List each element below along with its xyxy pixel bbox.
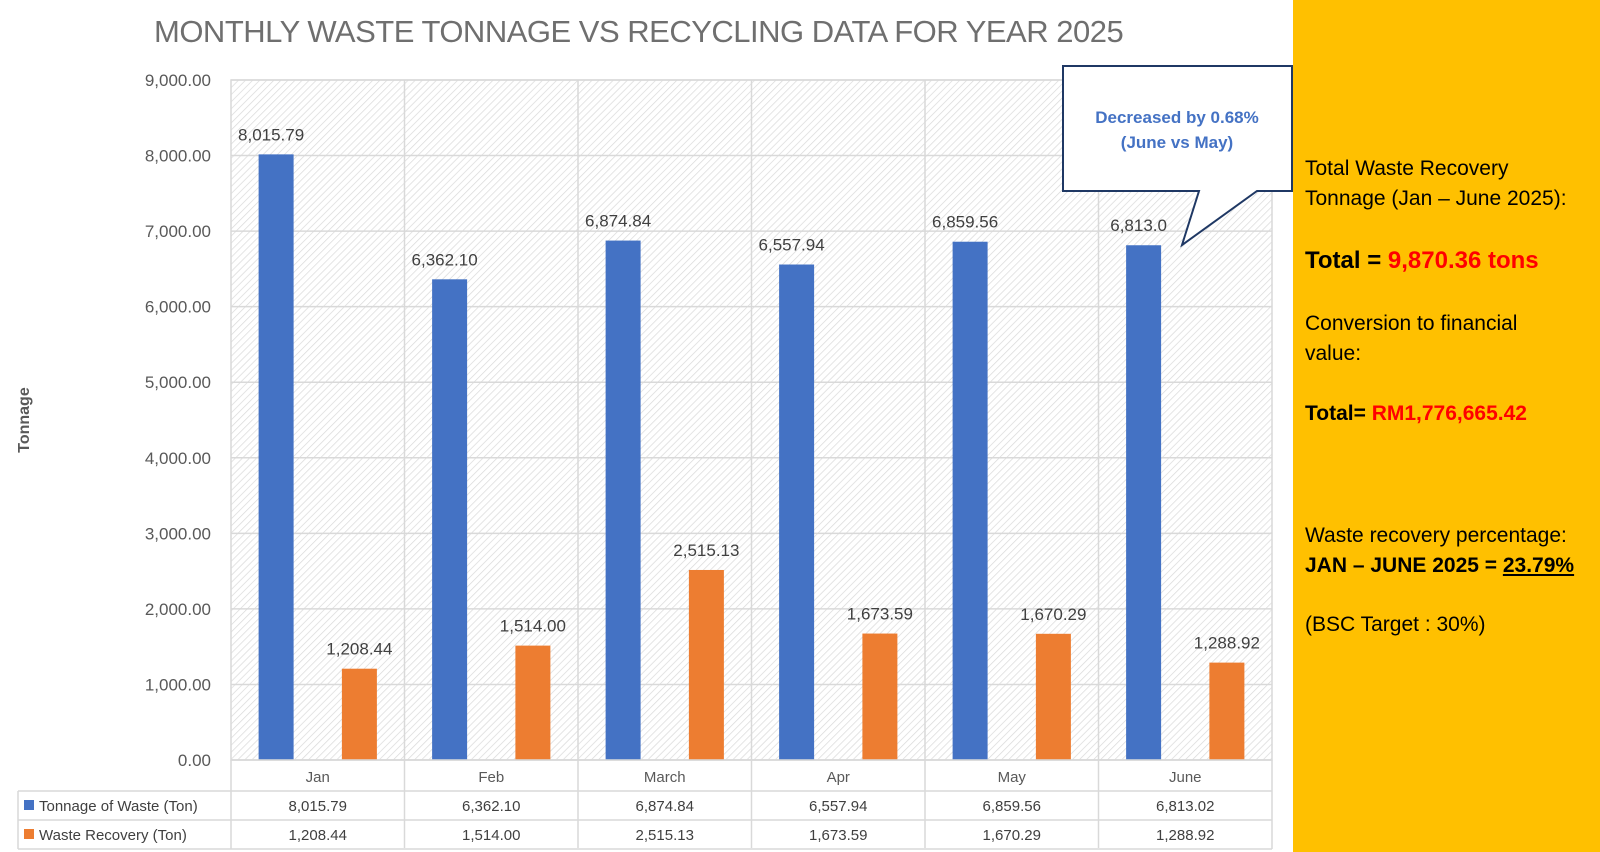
bar-recovery	[1209, 662, 1245, 760]
bsc-target: (BSC Target : 30%)	[1305, 613, 1486, 636]
data-label: 6,813.0	[1110, 216, 1167, 235]
financial-total-label: Total=	[1305, 402, 1372, 425]
table-cell: 1,670.29	[983, 827, 1041, 844]
table-cell: 6,874.84	[636, 798, 694, 815]
bar-tonnage	[605, 240, 641, 761]
table-cell: 6,557.94	[809, 798, 867, 815]
bar-tonnage	[1126, 245, 1162, 760]
total-recovery-label: Total =	[1305, 247, 1388, 274]
y-tick-label: 4,000.00	[145, 449, 211, 468]
recovery-heading-line-2: Tonnage (Jan – June 2025):	[1305, 187, 1567, 210]
y-tick-label: 3,000.00	[145, 524, 211, 543]
y-tick-label: 1,000.00	[145, 675, 211, 694]
gridlines	[231, 79, 1272, 848]
x-tick-label: Apr	[827, 769, 850, 786]
financial-total: Total= RM1,776,665.42	[1305, 399, 1527, 429]
percentage-label: JAN – JUNE 2025 =	[1305, 554, 1503, 577]
data-label: 8,015.79	[238, 125, 304, 144]
data-label: 6,557.94	[759, 236, 825, 255]
callout-line-1: Decreased by 0.68%	[1095, 108, 1259, 127]
x-tick-label: May	[998, 769, 1027, 786]
bar-recovery	[341, 668, 377, 760]
y-tick-label: 8,000.00	[145, 147, 211, 166]
chart-plot: 0.00 1,000.00 2,000.00 3,000.00 4,000.00 5,00…	[17, 71, 1273, 850]
table-cell: 8,015.79	[289, 798, 347, 815]
data-label: 1,670.29	[1020, 605, 1086, 624]
conversion-heading: Conversion to financial value:	[1305, 309, 1517, 369]
table-cell: 2,515.13	[636, 827, 694, 844]
conversion-line-1: Conversion to financial	[1305, 312, 1518, 335]
table-cell: 1,208.44	[289, 827, 347, 844]
total-recovery-value: 9,870.36 tons	[1387, 247, 1539, 274]
data-table: Jan Feb March Apr May June Tonnage of Waste (T…	[17, 759, 1273, 850]
table-cell: 6,813.02	[1156, 798, 1214, 815]
callout-box	[1062, 65, 1293, 248]
callout-line-2: (June vs May)	[1120, 133, 1234, 152]
data-label: 6,362.10	[412, 250, 478, 269]
total-recovery: Total = 9,870.36 tons	[1305, 246, 1539, 276]
recovery-heading: Total Waste Recovery Tonnage (Jan – June…	[1305, 154, 1567, 214]
legend-label: Tonnage of Waste (Ton)	[39, 798, 198, 815]
table-cell: 6,362.10	[462, 798, 520, 815]
data-label: 1,208.44	[326, 640, 392, 659]
recovery-heading-line-1: Total Waste Recovery	[1305, 157, 1509, 180]
y-tick-label: 0.00	[178, 751, 211, 770]
table-cell: 1,288.92	[1156, 827, 1214, 844]
percentage-heading: Waste recovery percentage:	[1305, 524, 1567, 547]
bar-recovery	[688, 569, 724, 760]
bar-tonnage	[258, 154, 294, 760]
y-tick-label: 2,000.00	[145, 600, 211, 619]
financial-total-value: RM1,776,665.42	[1371, 402, 1527, 425]
callout-shape	[1062, 65, 1293, 248]
data-label: 6,859.56	[932, 213, 998, 232]
conversion-line-2: value:	[1305, 342, 1362, 365]
percentage-block: Waste recovery percentage: JAN – JUNE 20…	[1305, 521, 1574, 581]
legend-swatch	[24, 800, 34, 810]
bars	[258, 154, 1245, 761]
bar-tonnage	[432, 279, 468, 760]
table-cell: 6,859.56	[983, 798, 1041, 815]
data-label: 6,874.84	[585, 212, 651, 231]
y-tick-label: 7,000.00	[145, 222, 211, 241]
y-tick-label: 5,000.00	[145, 373, 211, 392]
legend-label: Waste Recovery (Ton)	[39, 827, 187, 844]
bar-recovery	[1035, 633, 1071, 760]
data-label: 1,514.00	[500, 617, 566, 636]
x-tick-label: Feb	[478, 769, 504, 786]
x-tick-label: June	[1169, 769, 1202, 786]
bar-tonnage	[779, 264, 815, 760]
y-tick-label: 9,000.00	[145, 71, 211, 90]
summary-panel: Total Waste Recovery Tonnage (Jan – June…	[1293, 0, 1600, 852]
table-cell: 1,673.59	[809, 827, 867, 844]
percentage-value: 23.79%	[1502, 554, 1575, 577]
table-cell: 1,514.00	[462, 827, 520, 844]
y-tick-label: 6,000.00	[145, 298, 211, 317]
bar-recovery	[862, 633, 898, 760]
data-label: 2,515.13	[673, 541, 739, 560]
bar-tonnage	[952, 241, 988, 760]
data-label: 1,673.59	[847, 605, 913, 624]
data-label: 1,288.92	[1194, 634, 1260, 653]
x-tick-label: March	[644, 769, 686, 786]
y-tick-labels: 0.00 1,000.00 2,000.00 3,000.00 4,000.00 5,00…	[145, 71, 211, 770]
callout-text: Decreased by 0.68% (June vs May)	[1062, 105, 1292, 155]
x-tick-label: Jan	[306, 769, 330, 786]
legend-swatch	[24, 829, 34, 839]
chart-title: MONTHLY WASTE TONNAGE VS RECYCLING DATA …	[154, 14, 1124, 49]
data-labels: 8,015.79 6,362.10 6,874.84 6,557.94 6,859.56…	[238, 125, 1260, 658]
bar-recovery	[515, 645, 551, 760]
